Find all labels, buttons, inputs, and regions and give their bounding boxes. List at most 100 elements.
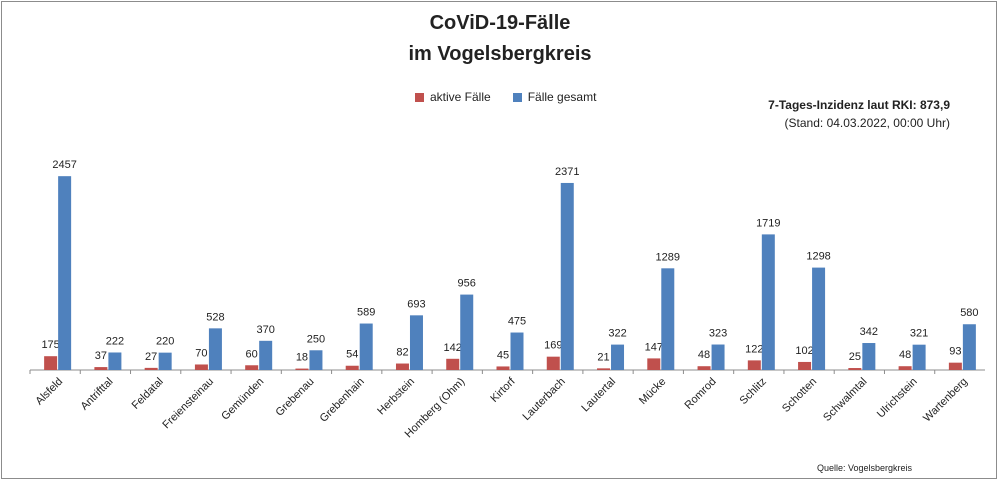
bar-gesamt-9 (510, 332, 524, 370)
data-label-aktive-4: 60 (246, 348, 258, 360)
data-label-gesamt-7: 693 (407, 298, 425, 310)
data-label-aktive-12: 147 (645, 341, 663, 353)
data-label-gesamt-0: 2457 (52, 159, 76, 171)
data-label-aktive-1: 37 (95, 350, 107, 362)
bar-gesamt-1 (108, 352, 122, 370)
legend-label-gesamt: Fälle gesamt (527, 90, 597, 104)
data-label-aktive-2: 27 (145, 351, 157, 363)
bar-aktive-10 (546, 356, 560, 370)
bar-aktive-14 (747, 360, 761, 370)
bar-gesamt-17 (912, 344, 926, 370)
bar-gesamt-2 (158, 352, 172, 370)
category-label-5: Grebenau (273, 376, 316, 419)
bar-aktive-5 (295, 368, 309, 370)
legend-item-aktive: aktive Fälle (415, 90, 491, 104)
category-label-0: Alsfeld (33, 376, 65, 408)
category-label-12: Mücke (637, 376, 668, 407)
category-label-11: Lautertal (579, 376, 618, 415)
data-label-aktive-3: 70 (195, 347, 207, 359)
category-label-16: Schwalmtal (821, 376, 869, 424)
data-label-gesamt-17: 321 (910, 328, 928, 340)
legend-swatch-gesamt (512, 92, 522, 102)
data-label-aktive-5: 18 (296, 352, 308, 364)
chart-title-line1: CoViD-19-Fälle (429, 12, 571, 34)
category-label-1: Antrifttal (78, 376, 115, 413)
data-label-gesamt-12: 1289 (656, 251, 680, 263)
bar-aktive-7 (395, 363, 409, 370)
data-label-gesamt-15: 1298 (806, 251, 830, 263)
bar-aktive-1 (94, 367, 108, 370)
incidence-text: 7-Tages-Inzidenz laut RKI: 873,9 (768, 98, 950, 112)
data-label-aktive-0: 175 (41, 339, 59, 351)
as-of-text: (Stand: 04.03.2022, 00:00 Uhr) (784, 116, 950, 130)
bar-gesamt-16 (862, 343, 876, 370)
data-label-aktive-17: 48 (899, 349, 911, 361)
category-label-18: Wartenberg (921, 376, 970, 425)
data-label-aktive-8: 142 (444, 342, 462, 354)
bar-gesamt-15 (812, 267, 826, 370)
bar-gesamt-4 (259, 340, 273, 370)
bar-gesamt-7 (409, 315, 423, 370)
bar-gesamt-18 (962, 324, 976, 370)
data-label-aktive-9: 45 (497, 349, 509, 361)
bar-aktive-17 (898, 366, 912, 370)
bar-gesamt-5 (309, 350, 323, 370)
bar-aktive-8 (446, 358, 460, 370)
bar-gesamt-8 (460, 294, 474, 370)
category-label-17: Ulrichstein (875, 376, 920, 421)
data-label-gesamt-4: 370 (257, 324, 275, 336)
bar-gesamt-10 (560, 182, 574, 370)
bar-gesamt-11 (611, 344, 625, 370)
data-label-gesamt-10: 2371 (555, 166, 579, 178)
category-label-7: Herbstein (375, 376, 417, 418)
bar-aktive-6 (345, 365, 359, 370)
bar-aktive-4 (245, 365, 259, 370)
bar-aktive-0 (44, 356, 58, 370)
data-label-aktive-16: 25 (849, 351, 861, 363)
category-label-3: Freiensteinau (160, 376, 216, 432)
bar-aktive-9 (496, 366, 510, 370)
data-label-aktive-18: 93 (949, 346, 961, 358)
data-label-aktive-13: 48 (698, 349, 710, 361)
bar-aktive-2 (144, 367, 158, 370)
category-label-14: Schlitz (738, 376, 769, 407)
chart-title-line2: im Vogelsbergkreis (408, 43, 592, 65)
legend: aktive Fälle Fälle gesamt (415, 90, 596, 104)
data-label-aktive-14: 122 (745, 343, 763, 355)
data-label-aktive-15: 102 (795, 345, 813, 357)
bar-gesamt-6 (359, 323, 373, 370)
bar-aktive-16 (848, 368, 862, 370)
data-label-gesamt-2: 220 (156, 336, 174, 348)
data-label-gesamt-5: 250 (307, 333, 325, 345)
data-label-aktive-10: 169 (544, 340, 562, 352)
data-label-gesamt-11: 322 (608, 328, 626, 340)
bar-aktive-12 (647, 358, 661, 370)
bar-gesamt-3 (208, 328, 222, 370)
bar-gesamt-12 (661, 268, 675, 370)
bar-aktive-13 (697, 366, 711, 370)
data-label-aktive-6: 54 (346, 349, 358, 361)
data-label-gesamt-13: 323 (709, 328, 727, 340)
data-label-gesamt-1: 222 (106, 335, 124, 347)
data-label-gesamt-8: 956 (458, 278, 476, 290)
legend-swatch-aktive (415, 92, 424, 102)
category-label-15: Schotten (780, 376, 819, 415)
category-label-10: Lauterbach (520, 376, 567, 423)
bar-gesamt-0 (58, 176, 72, 370)
legend-item-gesamt: Fälle gesamt (512, 90, 597, 104)
data-label-gesamt-16: 342 (860, 326, 878, 338)
data-label-gesamt-18: 580 (960, 307, 978, 319)
data-label-aktive-11: 21 (597, 351, 609, 363)
data-label-gesamt-14: 1719 (756, 217, 780, 229)
category-label-4: Gemünden (219, 376, 266, 423)
bar-aktive-18 (948, 362, 962, 370)
data-label-gesamt-3: 528 (206, 311, 224, 323)
category-label-2: Feldatal (130, 376, 166, 412)
category-label-9: Kirtorf (488, 375, 518, 405)
data-label-aktive-7: 82 (396, 347, 408, 359)
category-label-6: Grebenhain (318, 376, 367, 425)
category-label-13: Romrod (683, 376, 719, 412)
bar-aktive-3 (194, 364, 208, 370)
